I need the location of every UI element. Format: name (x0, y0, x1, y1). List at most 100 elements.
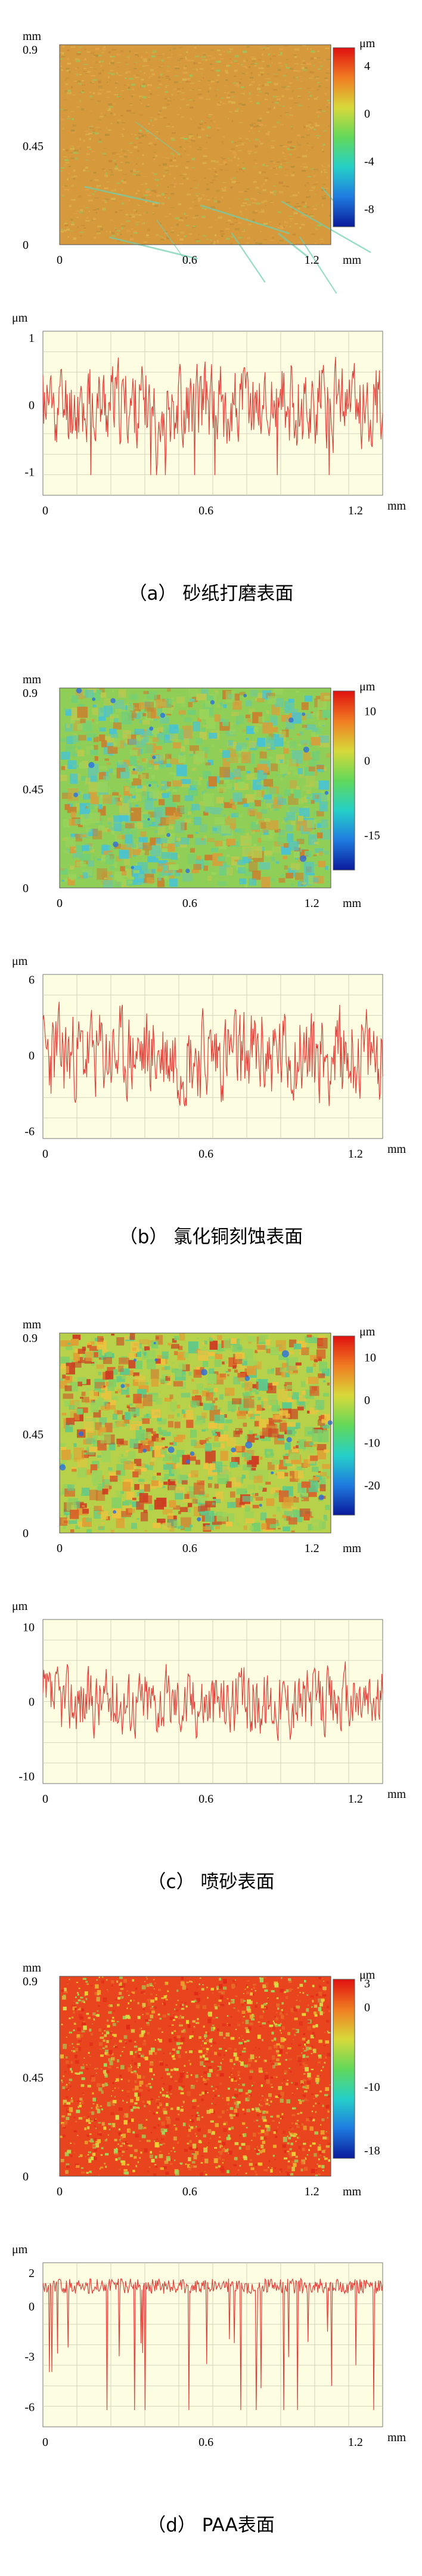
map-texture-patch (285, 112, 289, 113)
map-texture-patch (211, 872, 216, 875)
map-texture-patch (86, 2171, 89, 2174)
map-texture-patch (202, 746, 209, 754)
map-texture-patch (231, 2126, 234, 2130)
map-texture-patch (260, 143, 263, 144)
map-texture-patch (157, 2027, 162, 2030)
map-texture-patch (116, 1376, 126, 1383)
map-texture-patch (139, 1489, 144, 1494)
map-texture-patch (256, 102, 260, 104)
map-texture-patch (266, 64, 270, 67)
map-texture-patch (128, 200, 130, 202)
map-texture-patch (249, 878, 257, 886)
map-texture-patch (270, 1487, 280, 1494)
map-texture-patch (152, 1476, 156, 1480)
map-texture-patch (262, 53, 263, 55)
map-texture-patch (156, 699, 166, 709)
map-texture-patch (181, 92, 185, 94)
map-texture-patch (214, 1436, 219, 1442)
map-texture-patch (255, 138, 259, 141)
map-texture-patch (262, 2010, 264, 2012)
map-texture-patch (72, 146, 74, 148)
map-texture-patch (91, 2157, 94, 2161)
map-texture-patch (170, 698, 174, 699)
map-texture-patch (103, 155, 107, 156)
map-texture-patch (95, 61, 98, 64)
map-texture-patch (299, 2000, 301, 2002)
map-texture-patch (98, 72, 101, 75)
map-texture-patch (122, 181, 127, 184)
map-texture-patch (185, 2163, 187, 2165)
map-texture-patch (241, 214, 243, 216)
map-texture-patch (157, 1417, 162, 1421)
map-texture-patch (231, 180, 237, 183)
map-texture-patch (313, 854, 317, 856)
map-texture-patch (94, 803, 98, 807)
map-texture-patch (163, 842, 170, 847)
map-texture-patch (322, 767, 327, 772)
map-texture-patch (314, 2014, 318, 2017)
map-texture-patch (218, 2165, 221, 2168)
map-texture-patch (110, 1423, 119, 1429)
map-texture-patch (231, 2074, 233, 2075)
map-texture-patch (244, 884, 248, 887)
map-y-tick: 0.9 (23, 1332, 38, 1345)
map-texture-patch (174, 2015, 178, 2018)
map-texture-patch (222, 135, 225, 138)
map-texture-patch (61, 52, 64, 55)
map-texture-patch (144, 1484, 150, 1492)
map-texture-patch (251, 1988, 253, 1990)
map-texture-patch (169, 724, 179, 733)
map-pit (197, 1517, 201, 1522)
map-texture-patch (145, 2019, 148, 2022)
map-texture-patch (250, 1414, 260, 1420)
map-texture-patch (144, 1432, 151, 1439)
map-texture-patch (128, 1353, 136, 1358)
map-texture-patch (303, 2125, 307, 2130)
map-texture-patch (156, 131, 159, 132)
map-texture-patch (316, 2082, 319, 2084)
map-texture-patch (75, 1525, 80, 1529)
profile-y-unit: μm (12, 955, 28, 968)
map-texture-patch (308, 855, 311, 857)
map-texture-patch (123, 178, 126, 181)
map-texture-patch (106, 763, 111, 765)
map-texture-patch (207, 2066, 212, 2069)
map-texture-patch (147, 2100, 151, 2105)
map-texture-patch (135, 2050, 139, 2052)
map-texture-patch (261, 847, 265, 851)
map-texture-patch (185, 141, 190, 143)
map-texture-patch (159, 116, 164, 118)
map-texture-patch (319, 2003, 323, 2007)
map-texture-patch (111, 1980, 114, 1983)
map-texture-patch (281, 820, 285, 823)
map-texture-patch (205, 699, 212, 708)
map-texture-patch (70, 230, 73, 232)
colorbar-scale (333, 47, 355, 227)
map-texture-patch (245, 714, 250, 718)
map-texture-patch (116, 96, 120, 97)
map-texture-patch (181, 1417, 185, 1421)
map-texture-patch (180, 1507, 188, 1512)
map-texture-patch (64, 878, 68, 882)
map-texture-patch (224, 161, 227, 163)
map-texture-patch (60, 1340, 72, 1347)
map-texture-patch (231, 148, 235, 150)
map-texture-patch (119, 2139, 121, 2140)
map-texture-patch (287, 2136, 288, 2137)
map-texture-patch (316, 57, 320, 58)
map-texture-patch (172, 2048, 176, 2051)
map-texture-patch (260, 2099, 262, 2102)
map-texture-patch (213, 186, 216, 187)
map-texture-patch (118, 794, 122, 797)
map-texture-patch (60, 170, 63, 172)
map-texture-patch (303, 2079, 307, 2082)
map-texture-patch (220, 2062, 222, 2064)
map-texture-patch (287, 1350, 294, 1355)
map-texture-patch (300, 224, 305, 225)
map-texture-patch (101, 2108, 104, 2111)
map-y-tick: 0 (23, 882, 29, 895)
map-texture-patch (70, 2071, 73, 2073)
map-texture-patch (311, 50, 315, 53)
map-texture-patch (207, 2018, 212, 2023)
